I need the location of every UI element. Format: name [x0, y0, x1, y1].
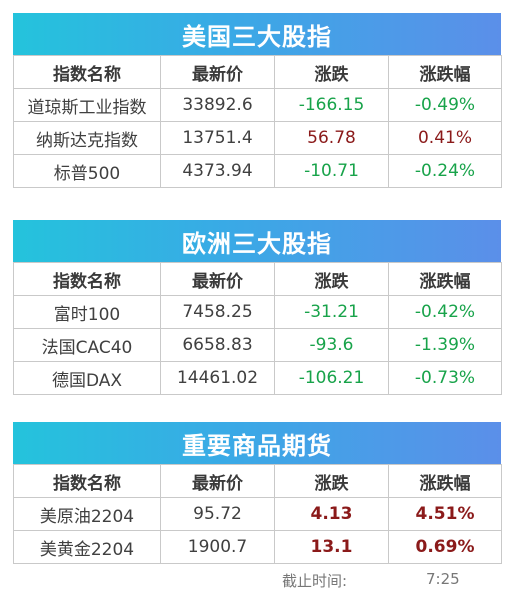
- commodities-table: 指数名称 最新价 涨跌 涨跌幅 美原油2204 95.72 4.13 4.51%…: [13, 464, 502, 564]
- cutoff-time-label: 截止时间:: [282, 572, 348, 590]
- index-price: 7458.25: [160, 295, 275, 329]
- header-price: 最新价: [160, 464, 275, 498]
- index-name: 标普500: [13, 154, 161, 188]
- index-pct: -0.73%: [388, 361, 502, 395]
- index-change: 56.78: [274, 121, 389, 155]
- index-price: 4373.94: [160, 154, 275, 188]
- commodity-name: 美黄金2204: [13, 530, 161, 564]
- cutoff-time-value: 7:25: [426, 570, 460, 588]
- table-header-row: 指数名称 最新价 涨跌 涨跌幅: [13, 464, 502, 498]
- index-name: 富时100: [13, 295, 161, 329]
- header-change: 涨跌: [274, 464, 389, 498]
- header-price: 最新价: [160, 262, 275, 296]
- table-header-row: 指数名称 最新价 涨跌 涨跌幅: [13, 262, 502, 296]
- index-name: 德国DAX: [13, 361, 161, 395]
- table-row: 美原油2204 95.72 4.13 4.51%: [13, 497, 502, 531]
- index-price: 14461.02: [160, 361, 275, 395]
- index-name: 纳斯达克指数: [13, 121, 161, 155]
- index-price: 6658.83: [160, 328, 275, 362]
- index-pct: 0.41%: [388, 121, 502, 155]
- commodity-pct: 0.69%: [388, 530, 502, 564]
- commodity-price: 95.72: [160, 497, 275, 531]
- table-row: 德国DAX 14461.02 -106.21 -0.73%: [13, 361, 502, 395]
- commodity-price: 1900.7: [160, 530, 275, 564]
- index-pct: -0.49%: [388, 88, 502, 122]
- table-row: 美黄金2204 1900.7 13.1 0.69%: [13, 530, 502, 564]
- index-change: -166.15: [274, 88, 389, 122]
- table-header-row: 指数名称 最新价 涨跌 涨跌幅: [13, 55, 502, 89]
- header-change: 涨跌: [274, 55, 389, 89]
- commodity-name: 美原油2204: [13, 497, 161, 531]
- eu-indices-table: 指数名称 最新价 涨跌 涨跌幅 富时100 7458.25 -31.21 -0.…: [13, 262, 502, 395]
- cutoff-time-footer: 截止时间: 7:25: [0, 570, 520, 592]
- index-change: -10.71: [274, 154, 389, 188]
- commodity-change: 13.1: [274, 530, 389, 564]
- eu-indices-panel: 欧洲三大股指 指数名称 最新价 涨跌 涨跌幅 富时100 7458.25 -31…: [13, 220, 502, 395]
- index-price: 13751.4: [160, 121, 275, 155]
- table-row: 富时100 7458.25 -31.21 -0.42%: [13, 295, 502, 329]
- table-row: 标普500 4373.94 -10.71 -0.24%: [13, 154, 502, 188]
- header-pct: 涨跌幅: [388, 262, 502, 296]
- header-name: 指数名称: [13, 262, 161, 296]
- table-row: 纳斯达克指数 13751.4 56.78 0.41%: [13, 121, 502, 155]
- header-pct: 涨跌幅: [388, 464, 502, 498]
- header-change: 涨跌: [274, 262, 389, 296]
- header-name: 指数名称: [13, 55, 161, 89]
- index-change: -106.21: [274, 361, 389, 395]
- index-name: 道琼斯工业指数: [13, 88, 161, 122]
- commodity-change: 4.13: [274, 497, 389, 531]
- index-price: 33892.6: [160, 88, 275, 122]
- index-change: -31.21: [274, 295, 389, 329]
- commodity-pct: 4.51%: [388, 497, 502, 531]
- table-row: 法国CAC40 6658.83 -93.6 -1.39%: [13, 328, 502, 362]
- index-pct: -1.39%: [388, 328, 502, 362]
- commodities-panel: 重要商品期货 指数名称 最新价 涨跌 涨跌幅 美原油2204 95.72 4.1…: [13, 422, 502, 564]
- us-indices-panel: 美国三大股指 指数名称 最新价 涨跌 涨跌幅 道琼斯工业指数 33892.6 -…: [13, 13, 502, 188]
- us-indices-title: 美国三大股指: [13, 13, 501, 55]
- header-price: 最新价: [160, 55, 275, 89]
- index-change: -93.6: [274, 328, 389, 362]
- table-row: 道琼斯工业指数 33892.6 -166.15 -0.49%: [13, 88, 502, 122]
- index-name: 法国CAC40: [13, 328, 161, 362]
- eu-indices-title: 欧洲三大股指: [13, 220, 501, 262]
- header-name: 指数名称: [13, 464, 161, 498]
- index-pct: -0.24%: [388, 154, 502, 188]
- index-pct: -0.42%: [388, 295, 502, 329]
- us-indices-table: 指数名称 最新价 涨跌 涨跌幅 道琼斯工业指数 33892.6 -166.15 …: [13, 55, 502, 188]
- header-pct: 涨跌幅: [388, 55, 502, 89]
- commodities-title: 重要商品期货: [13, 422, 501, 464]
